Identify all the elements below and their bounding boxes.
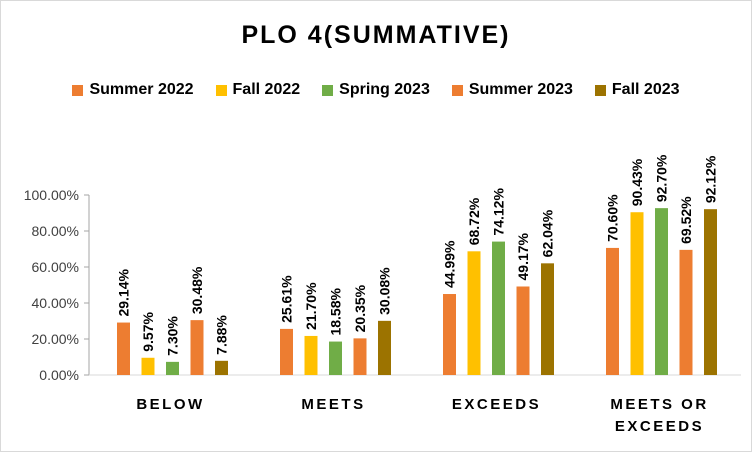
y-tick-label: 80.00% bbox=[32, 223, 79, 239]
legend-label: Fall 2022 bbox=[232, 81, 301, 98]
data-label: 9.57% bbox=[140, 312, 156, 352]
legend-label: Summer 2023 bbox=[468, 81, 573, 98]
bar bbox=[353, 338, 367, 375]
data-label: 25.61% bbox=[279, 275, 295, 323]
data-label: 20.35% bbox=[352, 284, 368, 332]
data-label: 90.43% bbox=[629, 158, 645, 206]
legend-swatch bbox=[72, 84, 84, 96]
y-tick-label: 100.00% bbox=[24, 187, 79, 203]
legend-item: Summer 2022 bbox=[72, 81, 194, 99]
bar bbox=[679, 249, 693, 375]
data-label: 29.14% bbox=[116, 269, 132, 317]
chart-title: PLO 4(SUMMATIVE) bbox=[241, 21, 511, 49]
y-tick-label: 60.00% bbox=[32, 259, 79, 275]
bar bbox=[190, 320, 204, 375]
legend-label: Summer 2022 bbox=[89, 81, 194, 98]
bar bbox=[329, 341, 342, 375]
legend-label: Fall 2023 bbox=[611, 81, 680, 98]
legend-item: Fall 2022 bbox=[215, 81, 301, 99]
y-tick-label: 20.00% bbox=[32, 331, 79, 347]
data-label: 69.52% bbox=[678, 196, 694, 244]
data-label: 74.12% bbox=[491, 188, 507, 236]
legend-swatch bbox=[322, 84, 334, 96]
bar bbox=[630, 212, 644, 375]
legend-swatch bbox=[451, 84, 463, 96]
category-label: EXCEEDS bbox=[615, 418, 704, 435]
data-label: 68.72% bbox=[466, 197, 482, 245]
bar bbox=[280, 328, 293, 375]
data-label: 30.48% bbox=[189, 266, 205, 314]
bar bbox=[655, 208, 668, 375]
category-label: BELOW bbox=[136, 396, 204, 413]
data-label: 92.70% bbox=[654, 154, 670, 202]
bar bbox=[166, 361, 179, 375]
legend-swatch bbox=[594, 84, 606, 96]
legend-swatch bbox=[215, 84, 227, 96]
y-tick-label: 40.00% bbox=[32, 295, 79, 311]
data-label: 7.88% bbox=[214, 315, 230, 355]
bar bbox=[141, 357, 155, 375]
bar bbox=[215, 360, 228, 375]
category-label: MEETS OR bbox=[610, 396, 708, 413]
data-label: 70.60% bbox=[605, 194, 621, 242]
data-label: 92.12% bbox=[703, 155, 719, 203]
legend-item: Fall 2023 bbox=[594, 81, 680, 99]
y-tick-label: 0.00% bbox=[39, 367, 79, 383]
bar bbox=[492, 241, 505, 375]
data-label: 7.30% bbox=[165, 316, 181, 356]
bar bbox=[117, 322, 130, 375]
data-label: 18.58% bbox=[328, 288, 344, 336]
category-label: MEETS bbox=[301, 396, 365, 413]
data-label: 21.70% bbox=[303, 282, 319, 330]
bar bbox=[467, 251, 481, 375]
data-label: 62.04% bbox=[540, 209, 556, 257]
bar bbox=[443, 294, 456, 375]
data-label: 30.08% bbox=[377, 267, 393, 315]
legend-label: Spring 2023 bbox=[339, 81, 430, 98]
legend-item: Summer 2023 bbox=[451, 81, 573, 99]
bar bbox=[704, 209, 717, 375]
bar bbox=[606, 247, 619, 375]
bar bbox=[516, 286, 530, 375]
bar bbox=[378, 320, 391, 375]
category-label: EXCEEDS bbox=[452, 396, 541, 413]
bar bbox=[304, 335, 318, 375]
data-label: 49.17% bbox=[515, 232, 531, 280]
data-label: 44.99% bbox=[442, 240, 458, 288]
legend-item: Spring 2023 bbox=[322, 81, 430, 99]
chart-legend: Summer 2022 Fall 2022 Spring 2023 Summer 20… bbox=[1, 81, 751, 99]
bar bbox=[541, 263, 554, 375]
